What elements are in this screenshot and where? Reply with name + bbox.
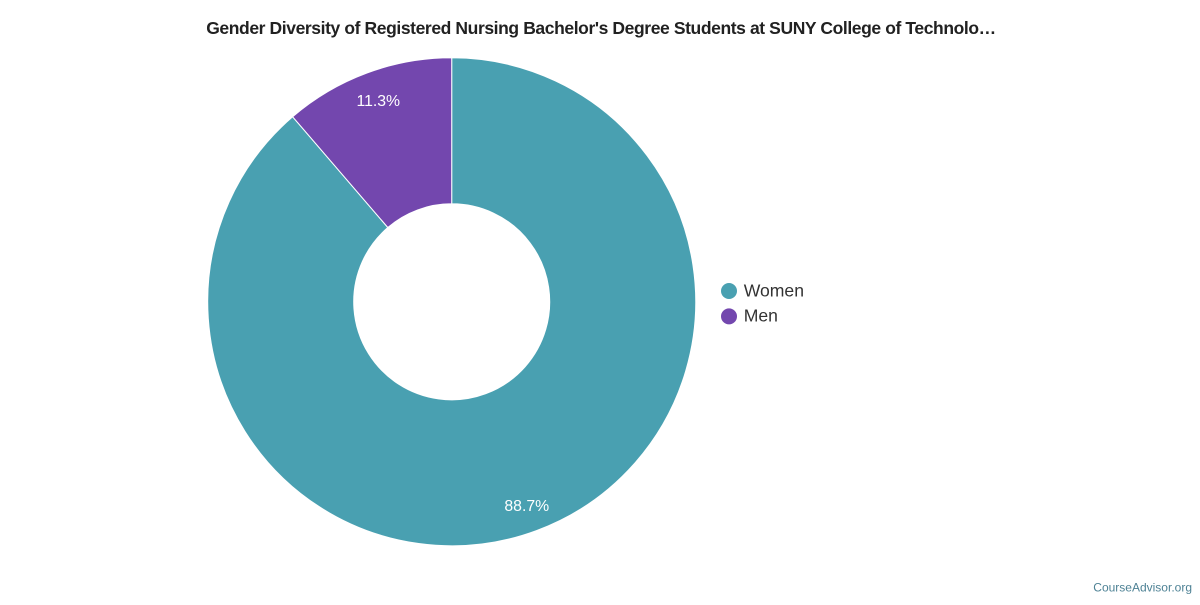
svg-text:Women: Women xyxy=(744,280,804,300)
svg-text:88.7%: 88.7% xyxy=(504,498,549,515)
svg-text:Gender Diversity of Registered: Gender Diversity of Registered Nursing B… xyxy=(206,18,996,38)
svg-text:Men: Men xyxy=(744,306,778,326)
svg-text:CourseAdvisor.org: CourseAdvisor.org xyxy=(1093,580,1192,594)
svg-text:11.3%: 11.3% xyxy=(356,93,400,110)
